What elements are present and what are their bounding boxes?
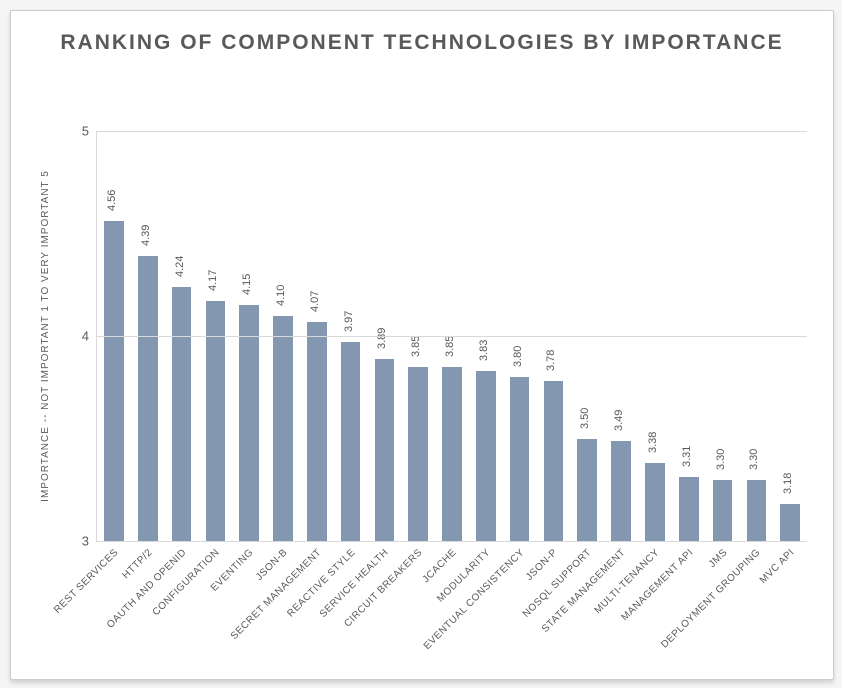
bar-value-label: 4.39 (140, 225, 152, 246)
bar: 3.97 (341, 342, 361, 541)
x-label-slot: MVC API (772, 541, 806, 671)
bar: 4.39 (138, 256, 158, 541)
bar-value-label: 3.30 (715, 448, 727, 469)
bar-value-label: 3.38 (647, 432, 659, 453)
bar: 4.15 (239, 305, 259, 541)
bar: 3.80 (510, 377, 530, 541)
gridline (97, 131, 807, 132)
bar: 3.18 (780, 504, 800, 541)
bar: 3.89 (375, 359, 395, 541)
bar-value-label: 3.30 (748, 448, 760, 469)
y-axis-label: IMPORTANCE -- NOT IMPORTANT 1 TO VERY IM… (40, 131, 51, 541)
bar-value-label: 3.78 (545, 350, 557, 371)
y-tick-label: 3 (82, 534, 89, 549)
bar-value-label: 4.10 (275, 284, 287, 305)
bar: 4.56 (104, 221, 124, 541)
bar-value-label: 3.85 (444, 335, 456, 356)
y-tick-label: 5 (82, 124, 89, 139)
bar: 4.17 (206, 301, 226, 541)
x-label-slot: CONFIGURATION (197, 541, 231, 671)
x-tick-label: REST SERVICES (52, 547, 121, 616)
y-tick-label: 4 (82, 329, 89, 344)
bar: 4.07 (307, 322, 327, 541)
bar-value-label: 3.50 (579, 407, 591, 428)
bar-value-label: 3.18 (782, 473, 794, 494)
bar: 3.85 (408, 367, 428, 541)
bar-value-label: 4.15 (241, 274, 253, 295)
x-tick-label: JMS (706, 547, 729, 570)
bar-value-label: 3.49 (613, 409, 625, 430)
bar-value-label: 3.31 (681, 446, 693, 467)
x-labels-container: REST SERVICESHTTP/2OAUTH AND OPENIDCONFI… (96, 541, 806, 671)
bar-value-label: 3.83 (478, 339, 490, 360)
bar: 3.38 (645, 463, 665, 541)
bar-value-label: 3.97 (343, 311, 355, 332)
bar: 3.78 (544, 381, 564, 541)
bar-value-label: 4.56 (106, 190, 118, 211)
bar: 3.30 (747, 480, 767, 542)
bar: 3.49 (611, 441, 631, 541)
bar-value-label: 3.89 (376, 327, 388, 348)
bar-value-label: 4.17 (207, 270, 219, 291)
bar-value-label: 3.85 (410, 335, 422, 356)
bar: 3.85 (442, 367, 462, 541)
bar: 3.30 (713, 480, 733, 542)
bar-value-label: 4.07 (309, 290, 321, 311)
bar: 4.10 (273, 316, 293, 542)
bar-value-label: 3.80 (512, 346, 524, 367)
x-label-slot: DEPLOYMENT GROUPING (738, 541, 772, 671)
chart-frame: RANKING OF COMPONENT TECHNOLOGIES BY IMP… (10, 10, 834, 680)
gridline (97, 336, 807, 337)
bar-value-label: 4.24 (174, 255, 186, 276)
chart-title: RANKING OF COMPONENT TECHNOLOGIES BY IMP… (11, 29, 833, 56)
bar: 3.83 (476, 371, 496, 541)
bar: 3.50 (577, 439, 597, 542)
bar: 4.24 (172, 287, 192, 541)
plot-area: 4.56 4.39 4.24 4.17 4.15 4.10 4.07 3.97 3.89 3.85… (96, 131, 807, 542)
bar: 3.31 (679, 477, 699, 541)
